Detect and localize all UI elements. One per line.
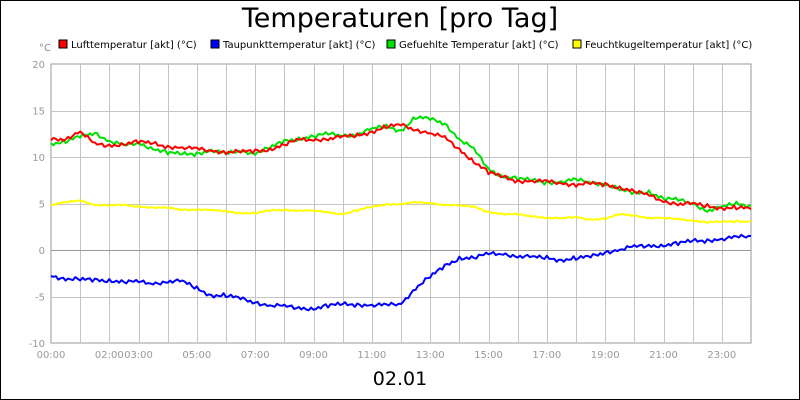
grid bbox=[50, 63, 752, 344]
x-tick-label: 11:00 bbox=[357, 350, 386, 361]
y-unit-label: °C bbox=[39, 43, 51, 54]
x-tick-label: 09:00 bbox=[299, 350, 328, 361]
y-axis-labels: -10 -5 0 5 10 15 20 bbox=[29, 60, 45, 350]
x-tick-label: 23:00 bbox=[707, 350, 736, 361]
x-tick-label: 21:00 bbox=[649, 350, 678, 361]
legend-swatch-1 bbox=[210, 39, 220, 49]
legend-label-2: Gefuehlte Temperatur [akt] (°C) bbox=[399, 40, 559, 51]
x-tick-label: 05:00 bbox=[182, 350, 211, 361]
x-tick-label: 02:00 bbox=[95, 350, 124, 361]
x-tick-label: 13:00 bbox=[416, 350, 445, 361]
x-tick-label: 19:00 bbox=[591, 350, 620, 361]
legend-swatch-3 bbox=[572, 39, 582, 49]
series-line-1 bbox=[50, 233, 752, 312]
x-tick-label: 17:00 bbox=[532, 350, 561, 361]
legend: Lufttemperatur [akt] (°C) Taupunkttempera… bbox=[58, 39, 752, 51]
legend-swatch-2 bbox=[386, 39, 396, 49]
legend-label-0: Lufttemperatur [akt] (°C) bbox=[71, 40, 197, 51]
legend-label-1: Taupunkttemperatur [akt] (°C) bbox=[222, 40, 375, 51]
series-lines bbox=[50, 115, 752, 312]
x-axis-labels: 00:00 02:00 03:00 05:00 07:00 09:00 11:00 13:00… bbox=[37, 350, 737, 361]
y-tick-label: -5 bbox=[35, 293, 45, 304]
chart-title: Temperaturen [pro Tag] bbox=[241, 3, 559, 34]
x-tick-label: 15:00 bbox=[474, 350, 503, 361]
x-tick-label: 00:00 bbox=[37, 350, 66, 361]
series-line-0 bbox=[50, 122, 752, 212]
series-line-3 bbox=[50, 199, 752, 225]
y-tick-label: 5 bbox=[39, 200, 45, 211]
y-tick-label: 0 bbox=[39, 246, 45, 257]
y-tick-label: -10 bbox=[29, 339, 45, 350]
y-tick-label: 20 bbox=[32, 60, 45, 71]
y-tick-label: 15 bbox=[32, 107, 45, 118]
date-label: 02.01 bbox=[372, 368, 428, 390]
legend-swatch-0 bbox=[58, 39, 68, 49]
y-tick-label: 10 bbox=[32, 153, 45, 164]
x-tick-label: 07:00 bbox=[241, 350, 270, 361]
x-tick-label: 03:00 bbox=[124, 350, 153, 361]
legend-label-3: Feuchtkugeltemperatur [akt] (°C) bbox=[585, 40, 752, 51]
